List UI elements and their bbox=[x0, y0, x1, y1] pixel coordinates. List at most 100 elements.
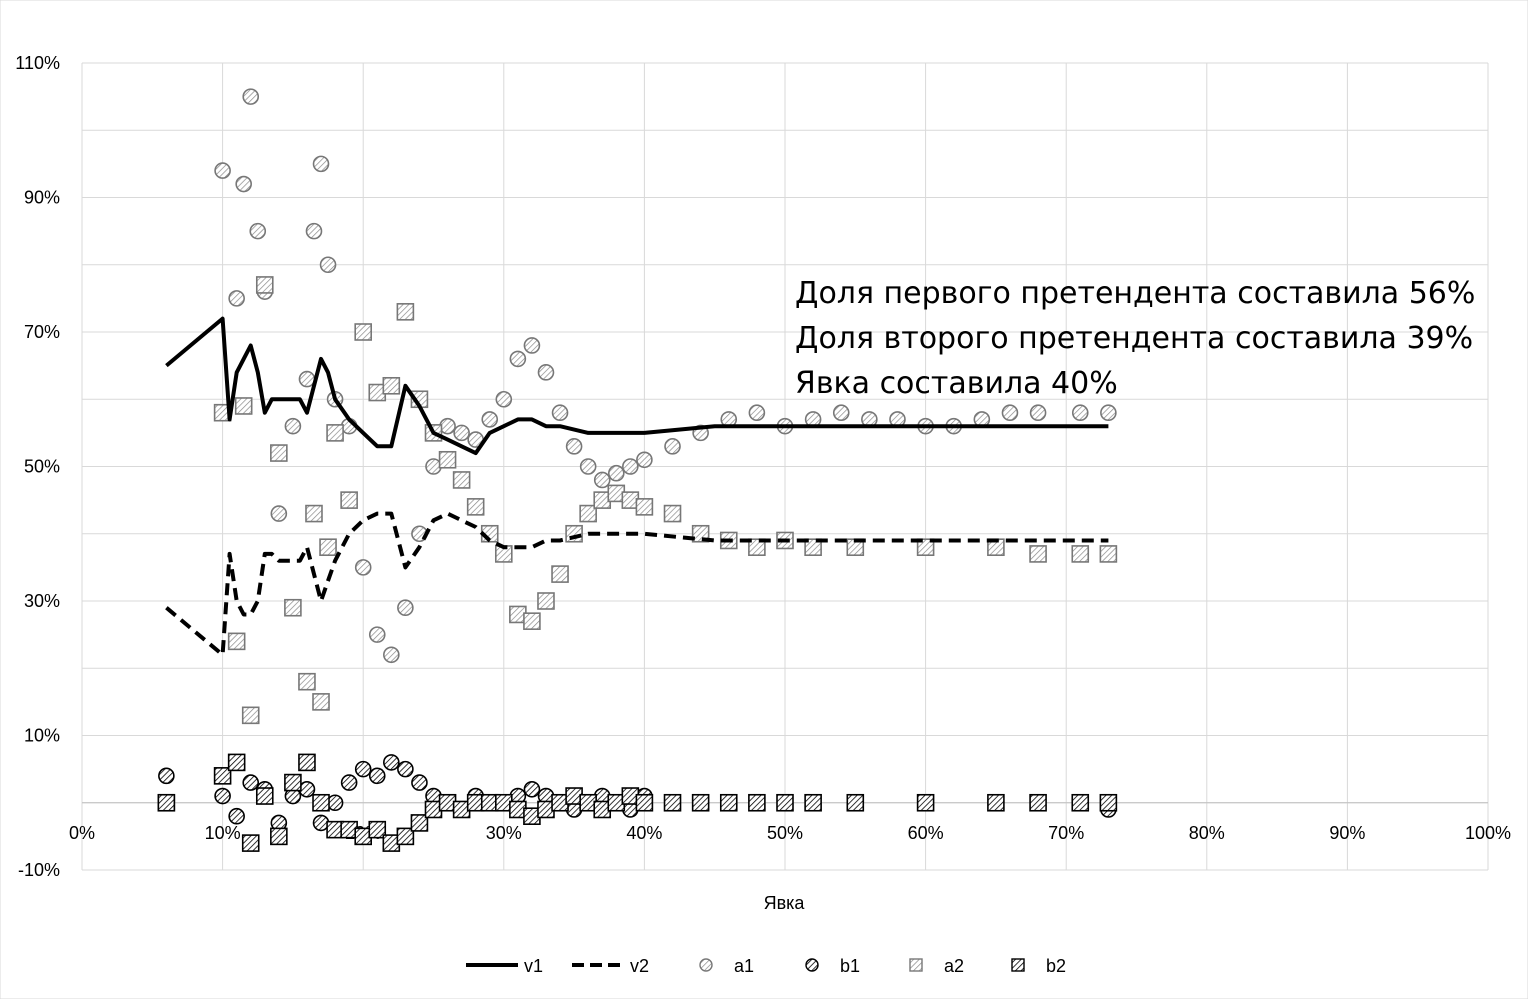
series-v2 bbox=[165, 511, 1109, 657]
a2-point bbox=[1029, 545, 1047, 563]
b2-point bbox=[241, 834, 260, 852]
b1-point bbox=[523, 780, 541, 798]
legend-swatch-a1 bbox=[699, 958, 713, 972]
a1-point bbox=[383, 646, 400, 664]
series-layer bbox=[157, 88, 1118, 852]
b2-point bbox=[255, 787, 274, 805]
legend-item-b2: b2 bbox=[1011, 956, 1066, 976]
a2-point bbox=[804, 538, 822, 557]
b1-point bbox=[298, 780, 316, 798]
a2-point bbox=[241, 706, 260, 725]
a2-point bbox=[396, 303, 415, 321]
a1-point bbox=[832, 404, 850, 422]
b1-point bbox=[340, 774, 358, 791]
a2-point bbox=[523, 612, 541, 630]
x-tick-label: 100% bbox=[1465, 823, 1511, 843]
a2-point bbox=[579, 504, 597, 523]
a2-point bbox=[663, 504, 682, 523]
b2-point bbox=[410, 814, 429, 832]
a2-point bbox=[551, 565, 569, 583]
series-v1 bbox=[165, 316, 1109, 456]
a2-point bbox=[255, 276, 274, 294]
x-tick-label: 40% bbox=[626, 823, 662, 843]
b1-point bbox=[214, 787, 231, 805]
a1-point bbox=[453, 424, 470, 442]
b2-point bbox=[663, 793, 682, 812]
a2-point bbox=[452, 471, 471, 489]
a2-point bbox=[326, 424, 344, 442]
b2-point bbox=[776, 793, 794, 812]
a1-point bbox=[305, 222, 323, 240]
a1-point bbox=[368, 626, 386, 643]
b1-point bbox=[383, 754, 400, 771]
a1-point bbox=[523, 337, 541, 354]
x-tick-label: 30% bbox=[486, 823, 522, 843]
a1-point bbox=[249, 222, 267, 240]
a1-point bbox=[228, 290, 245, 307]
a2-point bbox=[916, 538, 935, 557]
legend-label-a1: a1 bbox=[734, 956, 754, 976]
b1-point bbox=[397, 760, 414, 778]
y-tick-label: 70% bbox=[24, 322, 60, 342]
a2-point bbox=[438, 450, 457, 469]
a2-point bbox=[284, 598, 302, 617]
b2-point bbox=[719, 793, 738, 812]
b2-point bbox=[213, 767, 232, 785]
annotation-turnout: Явка составила 40% bbox=[795, 366, 1118, 401]
a1-point bbox=[607, 464, 625, 482]
b2-point bbox=[284, 773, 302, 792]
a2-point bbox=[1071, 545, 1090, 563]
b2-point bbox=[804, 793, 822, 812]
y-tick-label: 10% bbox=[24, 726, 60, 746]
legend-item-a2: a2 bbox=[909, 956, 964, 976]
v1-line bbox=[165, 316, 1109, 456]
a1-point bbox=[622, 458, 639, 475]
a2-point bbox=[227, 632, 246, 651]
b2-point bbox=[1029, 793, 1047, 812]
a1-point bbox=[593, 471, 611, 489]
b2-point bbox=[368, 820, 387, 839]
legend-item-b1: b1 bbox=[805, 956, 860, 976]
a2-point bbox=[234, 397, 253, 415]
a1-point bbox=[551, 404, 569, 422]
a2-point bbox=[1099, 545, 1118, 563]
legend-label-b1: b1 bbox=[840, 956, 860, 976]
a1-point bbox=[312, 155, 330, 173]
a2-point bbox=[340, 491, 358, 509]
b2-point bbox=[1099, 793, 1118, 812]
b2-point bbox=[846, 793, 865, 812]
annotation-first-candidate: Доля первого претендента составила 56% bbox=[795, 276, 1475, 311]
x-tick-label: 70% bbox=[1048, 823, 1084, 843]
a1-point bbox=[242, 88, 260, 105]
b2-point bbox=[312, 793, 330, 812]
a1-point bbox=[1071, 404, 1089, 422]
a1-point bbox=[354, 559, 372, 576]
legend-item-v1: v1 bbox=[466, 956, 543, 976]
y-tick-label: 110% bbox=[15, 53, 60, 73]
b2-point bbox=[396, 827, 415, 846]
a1-point bbox=[235, 175, 252, 193]
b2-point bbox=[270, 827, 288, 846]
a1-point bbox=[397, 599, 414, 617]
a2-point bbox=[382, 376, 401, 395]
b2-point bbox=[298, 753, 316, 772]
x-tick-label: 10% bbox=[205, 823, 241, 843]
legend-label-b2: b2 bbox=[1046, 956, 1066, 976]
a1-point bbox=[214, 162, 231, 179]
b2-point bbox=[987, 793, 1005, 812]
b1-point bbox=[411, 774, 428, 791]
a2-point bbox=[312, 693, 330, 711]
x-tick-label: 80% bbox=[1189, 823, 1225, 843]
x-tick-label: 0% bbox=[69, 823, 95, 843]
a1-point bbox=[664, 438, 681, 455]
a1-point bbox=[537, 364, 555, 381]
legend: v1 v2 a1 b1 a2 b2 bbox=[466, 956, 1066, 976]
a1-point bbox=[270, 505, 288, 522]
legend-label-a2: a2 bbox=[944, 956, 964, 976]
b1-point bbox=[158, 767, 175, 785]
b2-point bbox=[1071, 793, 1090, 812]
b2-point bbox=[227, 753, 246, 772]
a1-point bbox=[565, 438, 583, 455]
